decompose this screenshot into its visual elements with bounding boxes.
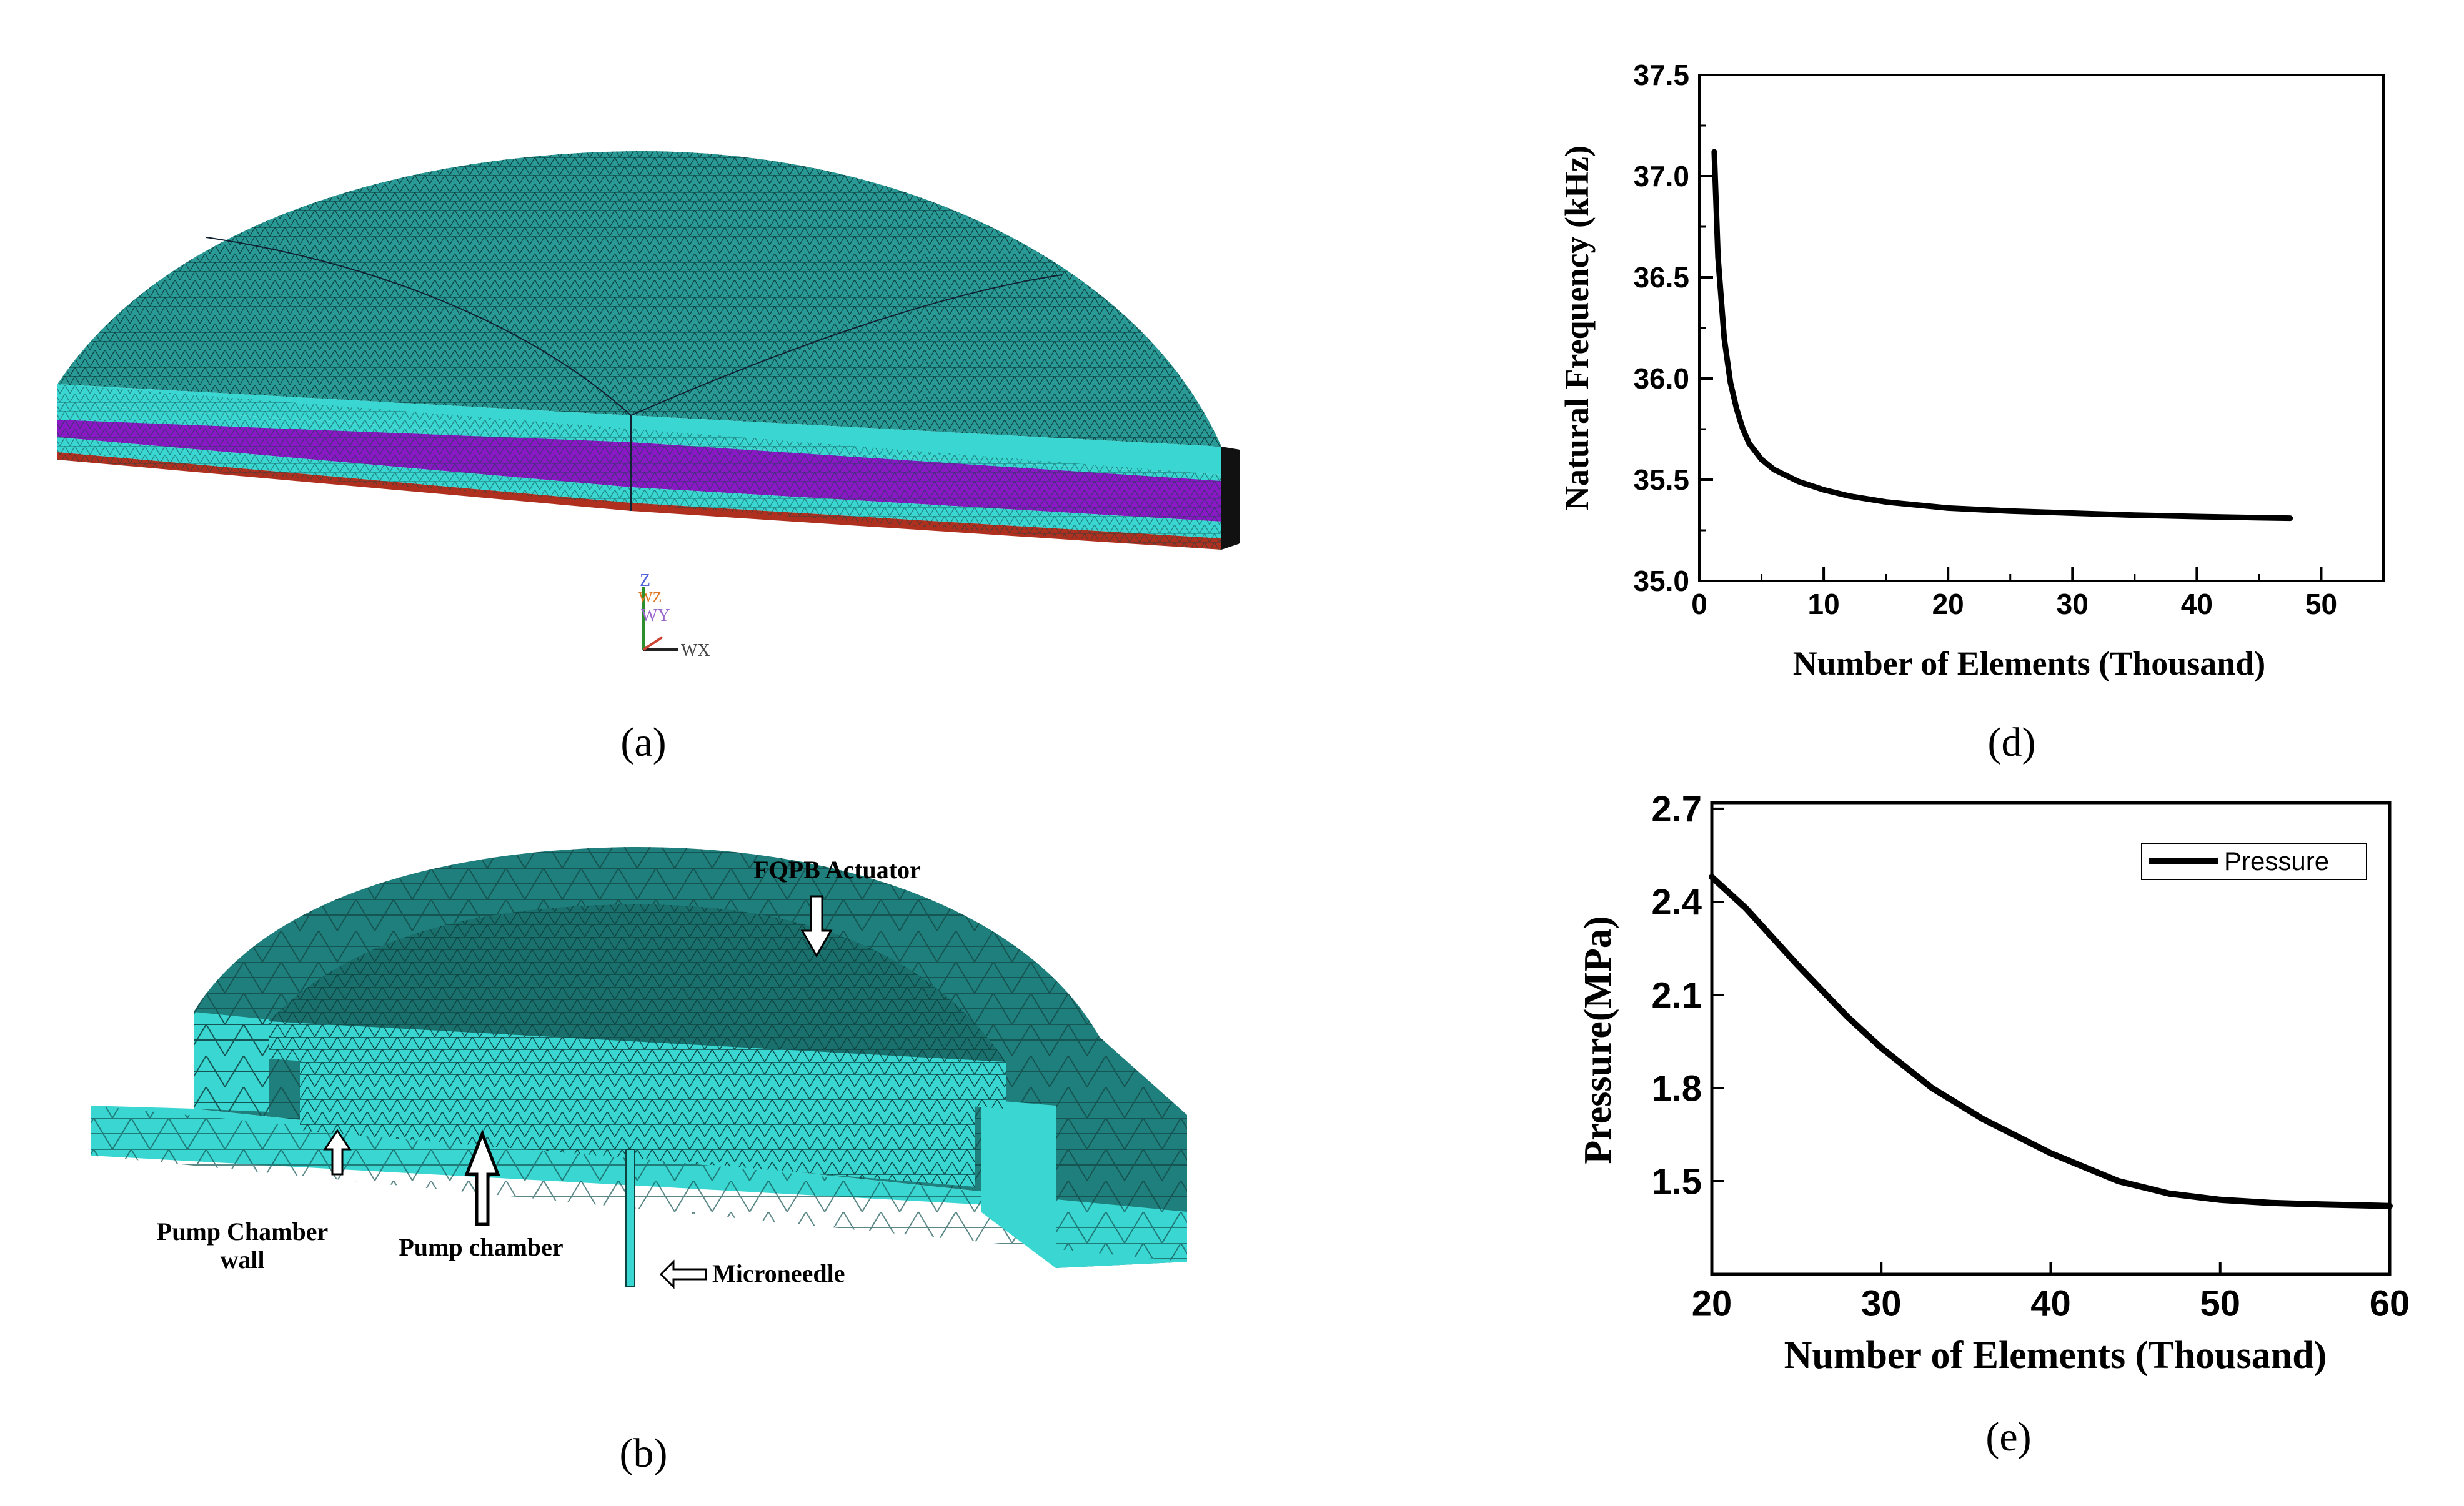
caption-d: (d) [1988, 720, 2036, 765]
y-tick-label: 1.5 [1651, 1161, 1702, 1202]
panel-a-mesh-figure: Z WZ WY WX (a) [57, 151, 1240, 765]
x-tick-label: 50 [2200, 1284, 2240, 1324]
annotation-actuator: FQPB Actuator [753, 856, 921, 958]
chart-e-series-line [1709, 874, 2393, 1209]
caption-e: (e) [1985, 1414, 2031, 1460]
label-pump-chamber: Pump chamber [399, 1233, 563, 1261]
y-tick-label: 2.4 [1651, 882, 1702, 923]
x-tick-label: 60 [2370, 1284, 2410, 1324]
annotation-microneedle: Microneedle [659, 1259, 845, 1289]
x-tick-label: 40 [2030, 1284, 2071, 1324]
label-pump-chamber-wall-line2: wall [220, 1246, 264, 1274]
y-tick-label: 35.0 [1633, 565, 1689, 597]
axis-triad: Z WZ WY WX [638, 571, 710, 660]
x-tick-label: 20 [1932, 588, 1964, 620]
chart-e-y-ticks: 1.5 1.8 2.1 2.4 2.7 [1651, 789, 1724, 1202]
label-pump-chamber-wall-line1: Pump Chamber [157, 1217, 328, 1246]
x-tick-label: 30 [2057, 588, 2089, 620]
chart-d-y-ticks: 35.0 35.5 36.0 36.5 37.0 37.5 [1633, 59, 1713, 597]
y-tick-label: 37.0 [1633, 160, 1689, 192]
layered-plate-mesh [57, 151, 1240, 550]
chart-e-x-ticks: 20 30 40 50 60 [1692, 1262, 2410, 1324]
x-tick-label: 0 [1691, 588, 1707, 620]
y-tick-label: 36.5 [1633, 261, 1689, 294]
chart-e-legend-label: Pressure [2224, 846, 2329, 876]
x-tick-label: 10 [1808, 588, 1840, 620]
x-tick-label: 40 [2181, 588, 2213, 620]
y-tick-label: 2.1 [1651, 975, 1702, 1016]
y-tick-label: 1.8 [1651, 1068, 1702, 1109]
chart-d-x-ticks: 0 10 20 30 40 50 [1691, 567, 2337, 620]
annotation-pump-chamber: Pump chamber [399, 1129, 564, 1261]
y-tick-label: 37.5 [1633, 59, 1689, 91]
triad-label-z: Z [640, 571, 650, 590]
chart-d-y-axis-label: Natural Frequency (kHz) [1558, 146, 1596, 510]
chart-e-pressure: 1.5 1.8 2.1 2.4 2.7 20 30 40 50 60 Pressure Numb… [1577, 789, 2410, 1460]
label-fqpb-actuator: FQPB Actuator [753, 856, 921, 884]
triad-label-wz: WZ [638, 590, 662, 606]
y-tick-label: 36.0 [1633, 362, 1689, 395]
panel-b-mesh-figure: FQPB Actuator Pump Chamber wall Pump cha… [91, 846, 1187, 1476]
chart-d-series-line [1711, 149, 2293, 522]
x-tick-label: 30 [1861, 1284, 1902, 1324]
x-tick-label: 20 [1692, 1284, 1732, 1324]
caption-b: (b) [620, 1430, 668, 1476]
chart-e-y-axis-label: Pressure(MPa) [1577, 916, 1619, 1164]
chart-d-x-axis-label: Number of Elements (Thousand) [1793, 645, 2266, 682]
chart-d-plot-area [1698, 74, 2385, 582]
chart-d-natural-frequency: 35.0 35.5 36.0 36.5 37.0 37.5 0 10 20 30 40 50 Num… [1558, 59, 2385, 765]
x-tick-label: 50 [2305, 588, 2337, 620]
triad-label-wx: WX [681, 641, 710, 660]
triad-label-wy: WY [641, 606, 670, 625]
chart-e-legend: Pressure [2141, 843, 2367, 880]
y-tick-label: 2.7 [1651, 789, 1702, 830]
y-tick-label: 35.5 [1633, 463, 1689, 496]
chart-e-x-axis-label: Number of Elements (Thousand) [1784, 1334, 2327, 1377]
annotation-chamber-wall: Pump Chamber wall [157, 1129, 352, 1274]
label-microneedle: Microneedle [712, 1259, 845, 1287]
caption-a: (a) [620, 720, 666, 765]
